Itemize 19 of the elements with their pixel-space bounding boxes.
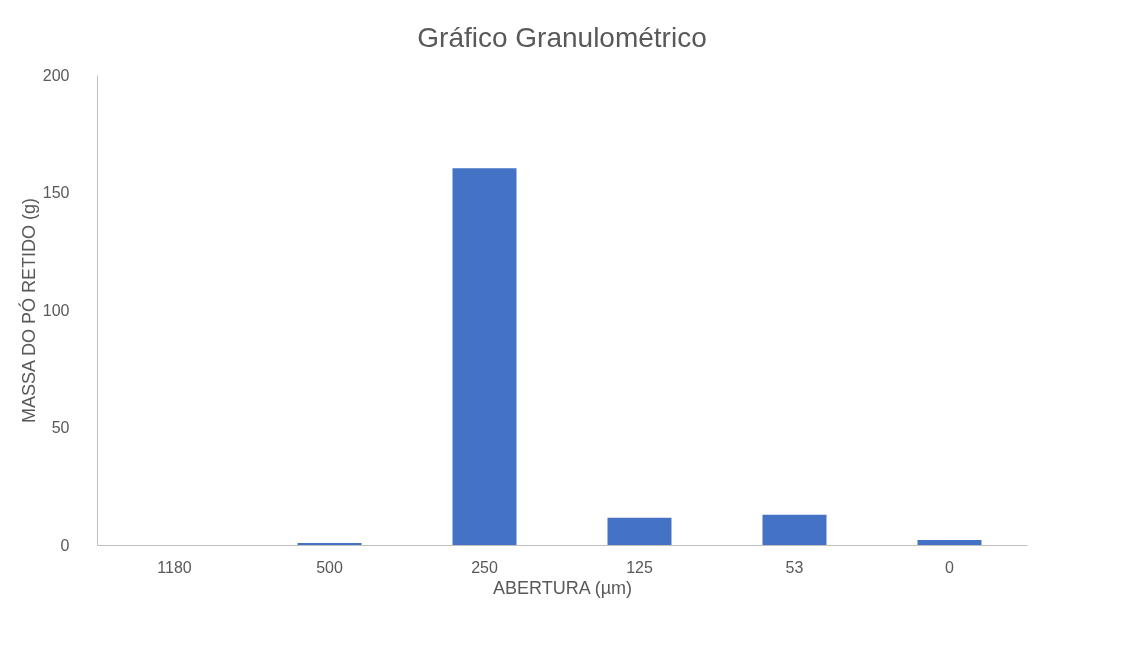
y-axis-title: MASSA DO PÓ RETIDO (g) <box>17 197 39 424</box>
y-tick-label: 200 <box>42 66 70 84</box>
x-tick-label: 125 <box>626 558 653 576</box>
x-tick-label: 250 <box>471 558 498 576</box>
x-tick-label: 53 <box>785 558 804 576</box>
bar <box>762 514 827 545</box>
chart-title: Gráfico Granulométrico <box>417 22 707 53</box>
bar <box>607 517 672 545</box>
bar <box>452 168 517 545</box>
x-axis-title: ABERTURA (µm) <box>492 577 633 598</box>
bar <box>297 542 362 545</box>
x-tick-label: 500 <box>316 558 343 576</box>
y-tick-label: 100 <box>42 301 70 319</box>
y-tick-label: 0 <box>60 536 70 554</box>
y-tick-label: 50 <box>51 419 70 436</box>
y-tick-label: 150 <box>42 184 70 201</box>
x-tick-label: 1180 <box>157 558 192 576</box>
x-tick-label: 0 <box>945 558 955 576</box>
bar <box>917 540 982 545</box>
